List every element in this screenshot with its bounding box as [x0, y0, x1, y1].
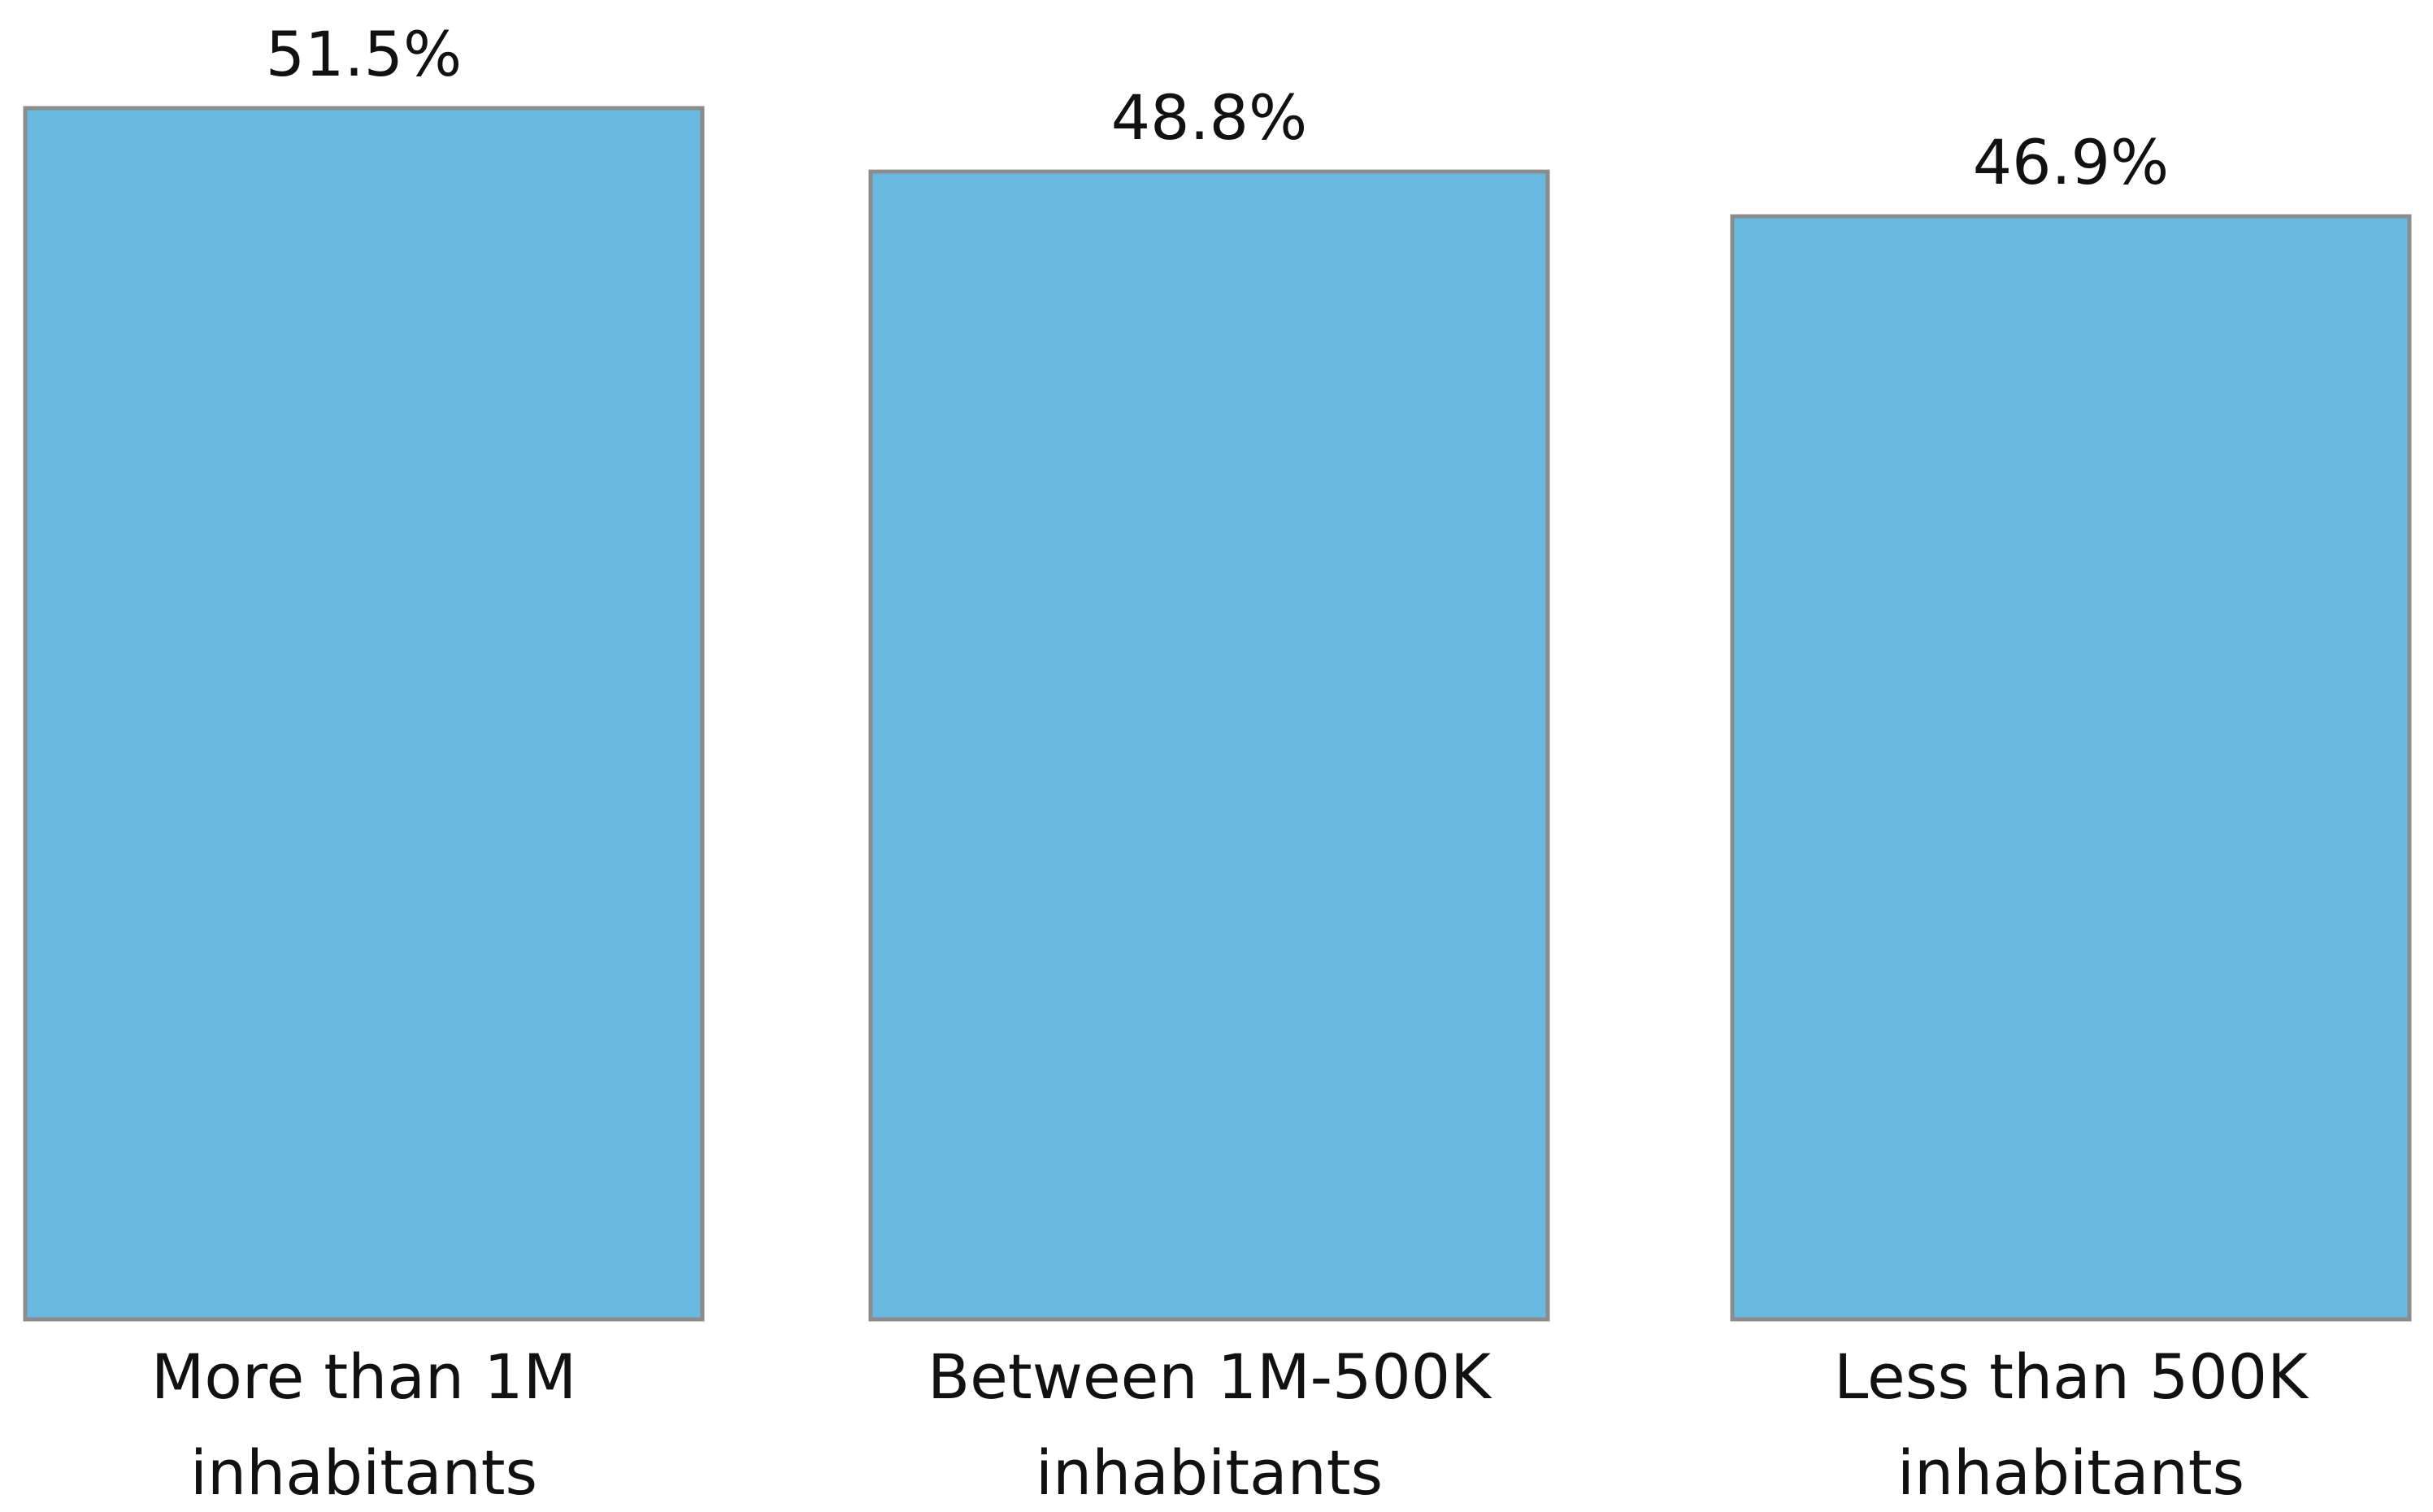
- bar-value-label-2: 48.8%: [1111, 81, 1307, 154]
- category-labels-layer: More than 1M inhabitants Between 1M-500K in…: [151, 1340, 2309, 1509]
- bar-1: [23, 106, 705, 1322]
- bars-layer: [23, 106, 2412, 1322]
- category-label-1-line-1: More than 1M: [151, 1340, 576, 1413]
- category-label-2-line-2: inhabitants: [1036, 1436, 1383, 1509]
- bar-value-label-3: 46.9%: [1973, 126, 2169, 198]
- bar-3: [1730, 214, 2412, 1322]
- category-label-1-line-2: inhabitants: [190, 1436, 537, 1509]
- category-label-3-line-2: inhabitants: [1897, 1436, 2244, 1509]
- value-labels-layer: 51.5% 48.8% 46.9%: [266, 18, 2169, 198]
- category-label-3-line-1: Less than 500K: [1834, 1340, 2309, 1413]
- bar-value-label-1: 51.5%: [266, 18, 462, 90]
- category-label-2-line-1: Between 1M-500K: [928, 1340, 1492, 1413]
- bar-2: [868, 169, 1550, 1322]
